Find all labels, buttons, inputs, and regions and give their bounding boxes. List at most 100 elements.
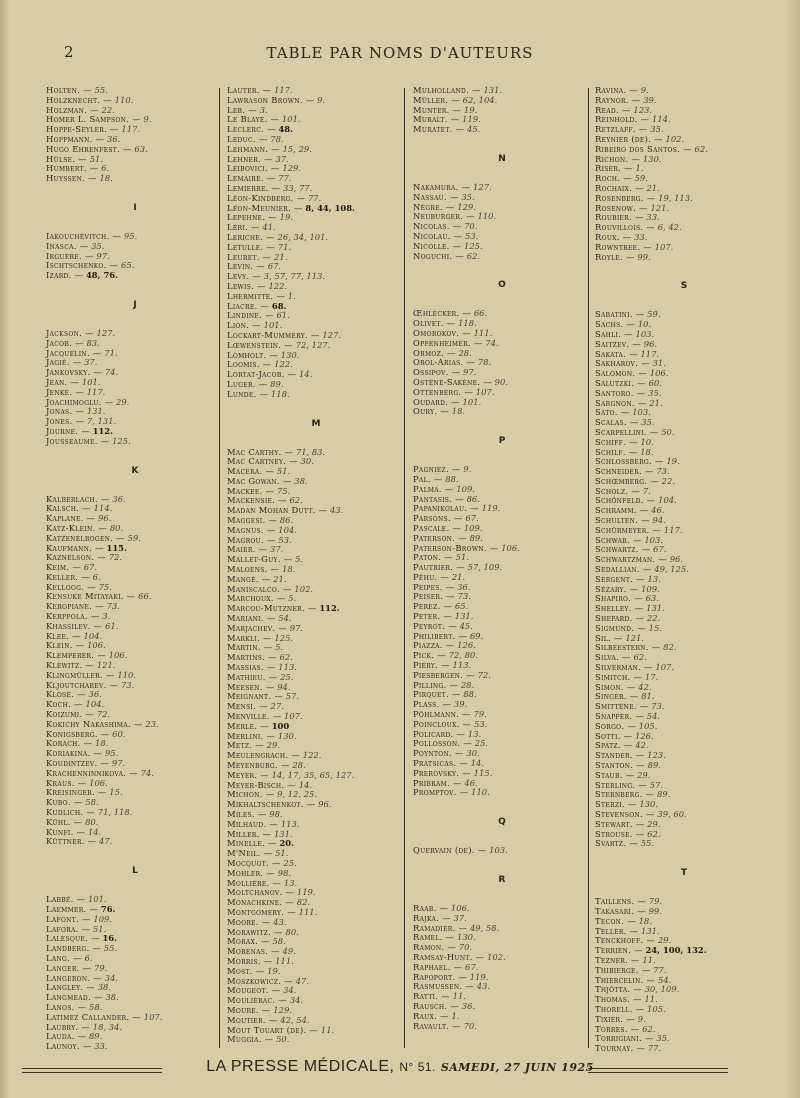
index-entry: Tournay. —77. xyxy=(595,1043,773,1054)
author-name: Kudlich. xyxy=(46,807,84,818)
separator-dash: — xyxy=(268,1014,278,1025)
page-references: 119. xyxy=(469,971,489,982)
separator-dash: — xyxy=(268,838,277,849)
separator-dash: — xyxy=(455,748,464,759)
page-references: 131. xyxy=(273,828,293,839)
separator-dash: — xyxy=(445,932,454,943)
separator-dash: — xyxy=(296,192,305,203)
index-entry: Jenke. —117. xyxy=(46,387,224,398)
author-name: Mallet-Guy. xyxy=(227,554,281,565)
separator-dash: — xyxy=(449,191,459,202)
separator-dash: — xyxy=(100,493,110,504)
page-references: 11. xyxy=(320,1024,335,1035)
separator-dash: — xyxy=(442,699,451,710)
separator-dash: — xyxy=(633,984,642,995)
page-references: 29. xyxy=(266,740,280,751)
separator-dash: — xyxy=(452,104,461,115)
author-name: Leb. xyxy=(227,104,246,115)
separator-dash: — xyxy=(644,466,654,477)
separator-dash: — xyxy=(651,642,661,653)
page-references: 102. xyxy=(487,952,506,962)
index-entry: Rausch. —36. xyxy=(413,1001,591,1012)
page-references: 80. xyxy=(85,816,99,827)
separator-dash: — xyxy=(635,613,644,624)
separator-dash: — xyxy=(455,124,464,135)
author-name: Meyer-Bisch. xyxy=(227,779,285,790)
page-references: 20. xyxy=(279,838,294,849)
author-name: Pöhlmann. xyxy=(413,709,460,720)
author-name: Koriakina. xyxy=(46,748,91,759)
author-name: Liacre. xyxy=(227,300,258,311)
separator-dash: — xyxy=(258,378,268,389)
page-references: 96. xyxy=(669,554,684,565)
index-entry: Munter. —19. xyxy=(413,104,591,116)
page-references: 14. xyxy=(470,758,485,769)
separator-dash: — xyxy=(72,357,82,368)
page-references: 89. xyxy=(469,532,483,543)
index-entry: Korach. —18. xyxy=(46,739,224,749)
page-references: 9. xyxy=(640,85,649,95)
page-references: 107. xyxy=(143,1011,163,1022)
index-entry: Koch. —104. xyxy=(46,699,224,710)
author-name: Pribram. xyxy=(413,777,450,788)
author-name: Richon. xyxy=(595,153,629,164)
index-entry: Maloens. —18. xyxy=(227,564,405,575)
index-entry: Marchoux. —5. xyxy=(227,594,405,604)
page-references: 62. xyxy=(289,495,303,506)
separator-dash: — xyxy=(77,777,87,788)
author-name: Torres. xyxy=(595,1023,628,1034)
index-entry: Lévy. —3, 57, 77, 113. xyxy=(227,271,405,282)
separator-dash: — xyxy=(87,581,96,592)
index-entry: Policard. —13. xyxy=(413,729,591,740)
page-references: 34. xyxy=(289,995,304,1006)
author-name: Ribeiro dos Santos. xyxy=(595,143,681,154)
page-references: 73. xyxy=(656,466,670,477)
author-name: Meesen. xyxy=(227,681,263,692)
index-entry: Mac Carthy. —71, 83. xyxy=(227,447,405,458)
page-references: 118. xyxy=(458,318,477,329)
index-entry: Shapiro. —63. xyxy=(595,594,773,604)
author-name: Sigmund. xyxy=(595,622,635,633)
separator-dash: — xyxy=(82,962,91,973)
index-entry: Klewitz. —121. xyxy=(46,660,224,671)
page-references: 35. xyxy=(650,124,664,135)
index-entry: Rapoport. —119. xyxy=(413,971,591,983)
page-references: 21. xyxy=(646,182,660,193)
author-name: Mikhaltschenkot. xyxy=(227,799,304,810)
separator-dash: — xyxy=(105,669,115,680)
index-entry: Snapper. —54. xyxy=(595,711,773,722)
author-name: Milhaud. xyxy=(227,818,267,829)
author-name: Mougeot. xyxy=(227,985,269,996)
index-entry: Nicolau. —53. xyxy=(413,231,591,242)
page-references: 106. xyxy=(87,640,106,651)
page-references: 99. xyxy=(648,905,662,916)
separator-dash: — xyxy=(636,387,646,398)
separator-dash: — xyxy=(263,642,273,653)
index-entry: Kraus. —106. xyxy=(46,777,224,789)
page-references: 31. xyxy=(652,358,666,369)
page-references: 60. xyxy=(112,728,126,739)
author-name: Kühl. xyxy=(46,816,71,827)
author-name: Ottenberg. xyxy=(413,386,462,397)
author-name: Pagniez. xyxy=(413,464,449,475)
index-entry: Neuburger. —110. xyxy=(413,211,591,222)
page-references: 27. xyxy=(270,701,284,712)
page-references: 113. xyxy=(452,660,472,671)
page-references: 37. xyxy=(275,153,289,164)
separator-dash: — xyxy=(74,270,83,281)
author-name: Massias. xyxy=(227,662,264,673)
index-entry: Rowntree. —107. xyxy=(595,242,773,253)
section-letter: P xyxy=(498,436,506,447)
page-references: 70. xyxy=(464,221,478,232)
index-entry: Lomholt. —130. xyxy=(227,350,405,361)
index-entry: Minelle. —20. xyxy=(227,838,405,849)
separator-dash: — xyxy=(95,601,104,612)
separator-dash: — xyxy=(629,583,639,594)
index-entry: Lanos. —58. xyxy=(46,1001,224,1013)
footer-rule-left xyxy=(22,1068,162,1073)
page-references: 39. xyxy=(453,699,468,710)
separator-dash: — xyxy=(100,435,110,446)
author-name: Lanos. xyxy=(46,1001,75,1012)
separator-dash: — xyxy=(462,709,471,720)
page-references: 28. xyxy=(458,347,472,358)
